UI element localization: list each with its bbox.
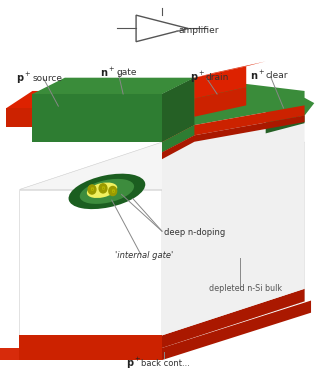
Polygon shape	[162, 289, 305, 348]
Polygon shape	[19, 335, 162, 348]
Polygon shape	[162, 105, 305, 152]
Ellipse shape	[80, 179, 134, 204]
Polygon shape	[162, 125, 194, 152]
Text: $\mathbf{p}^+$: $\mathbf{p}^+$	[16, 70, 31, 86]
Text: deep n-doping: deep n-doping	[164, 228, 225, 237]
Text: θ: θ	[111, 188, 114, 194]
Polygon shape	[194, 87, 246, 117]
Text: amplifier: amplifier	[178, 26, 219, 35]
Polygon shape	[162, 301, 311, 360]
Text: clear: clear	[266, 71, 288, 80]
Polygon shape	[266, 116, 305, 133]
Text: θ: θ	[90, 187, 94, 192]
Polygon shape	[6, 108, 136, 127]
Polygon shape	[266, 98, 314, 125]
Polygon shape	[194, 66, 246, 99]
Text: drain: drain	[206, 73, 229, 82]
Circle shape	[99, 184, 107, 193]
Ellipse shape	[87, 183, 117, 198]
Circle shape	[109, 186, 117, 196]
Text: $\mathbf{p}^+$: $\mathbf{p}^+$	[190, 70, 205, 85]
Polygon shape	[162, 116, 305, 159]
Text: 'internal gate': 'internal gate'	[115, 251, 173, 260]
Text: depleted n-Si bulk: depleted n-Si bulk	[209, 284, 282, 293]
Text: source: source	[32, 74, 63, 83]
Text: $\mathbf{p}^+$: $\mathbf{p}^+$	[126, 356, 142, 371]
Polygon shape	[6, 91, 162, 108]
Polygon shape	[19, 142, 305, 190]
Polygon shape	[32, 94, 162, 142]
Polygon shape	[162, 105, 305, 335]
Ellipse shape	[69, 174, 145, 209]
Polygon shape	[162, 78, 194, 142]
Polygon shape	[136, 91, 162, 127]
Polygon shape	[162, 142, 305, 347]
Polygon shape	[32, 78, 194, 94]
Text: $\mathbf{n}^+$: $\mathbf{n}^+$	[250, 69, 266, 82]
Text: θ: θ	[101, 186, 105, 191]
Text: back cont...: back cont...	[141, 359, 190, 368]
Polygon shape	[0, 348, 19, 360]
Text: $\mathbf{n}^+$: $\mathbf{n}^+$	[100, 66, 116, 78]
Polygon shape	[194, 61, 266, 78]
Polygon shape	[0, 348, 162, 360]
Text: gate: gate	[117, 67, 137, 77]
Polygon shape	[19, 190, 162, 347]
Circle shape	[88, 185, 96, 194]
Polygon shape	[162, 78, 305, 142]
